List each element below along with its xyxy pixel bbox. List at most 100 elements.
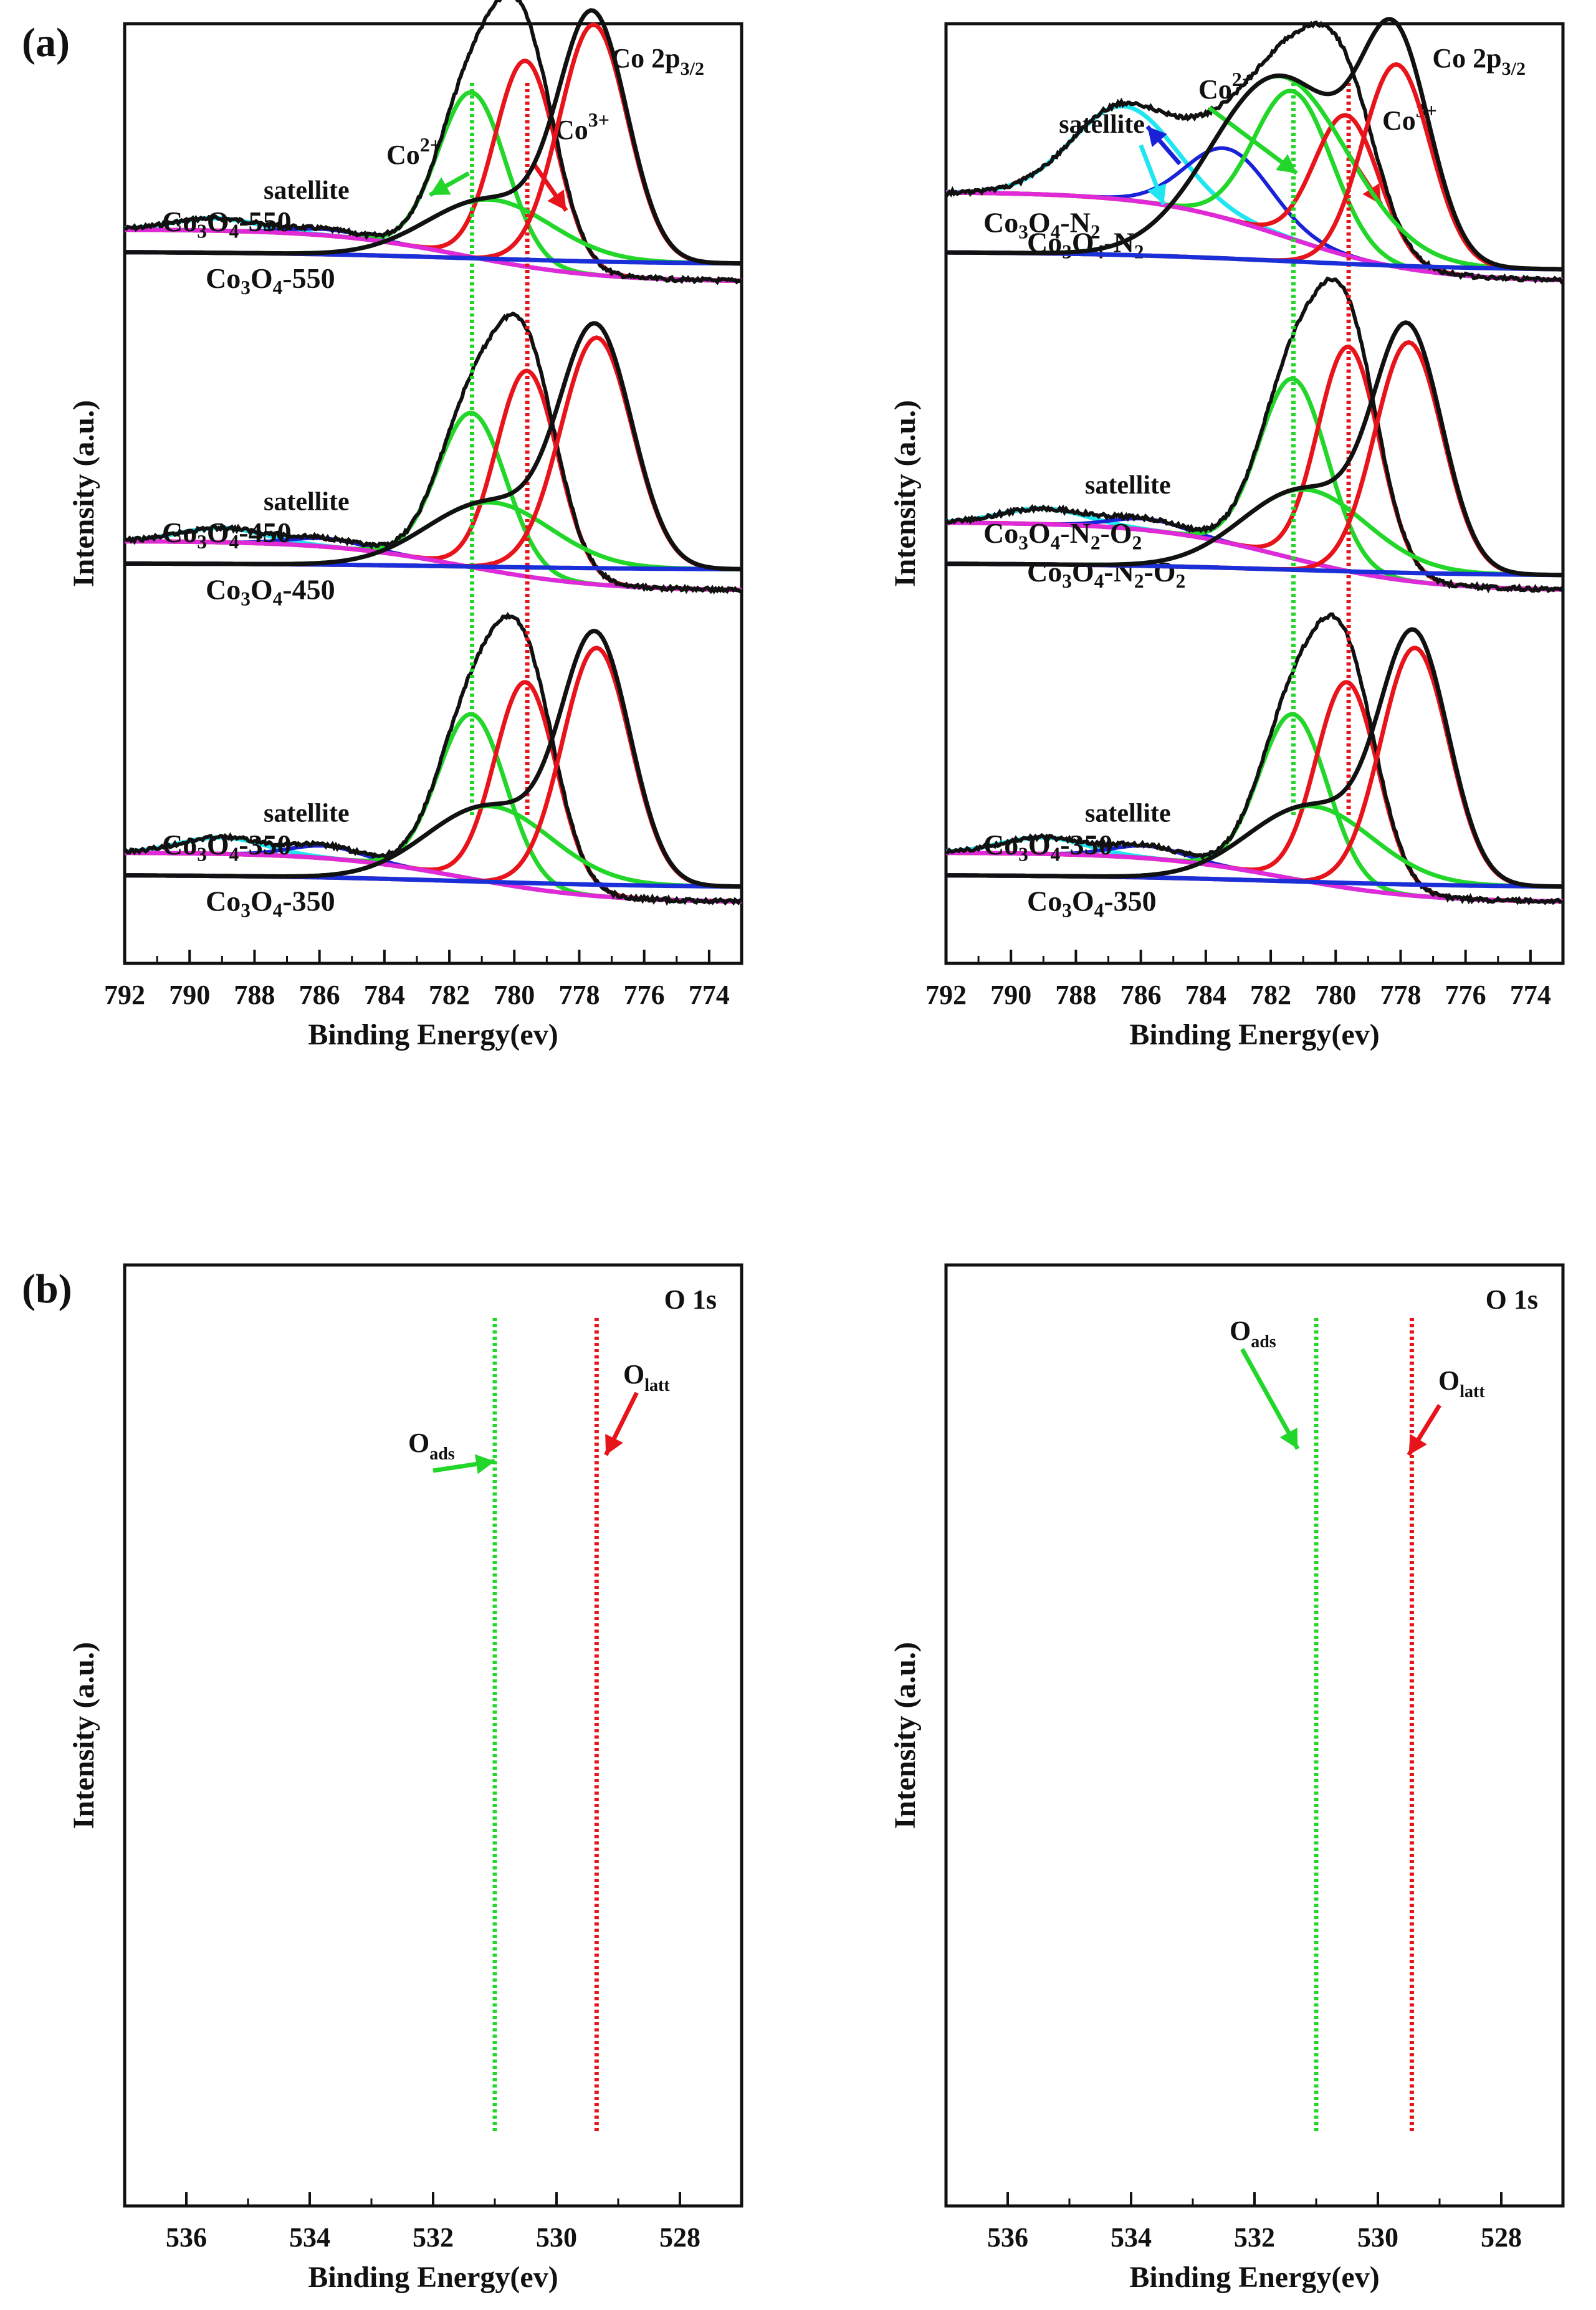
label-subscript: 4 xyxy=(1094,570,1104,592)
sample-label: Co3O4-550 xyxy=(162,206,292,242)
co2-arrow-head xyxy=(429,177,451,195)
x-tick-label: 792 xyxy=(925,980,967,1010)
title-subscript: 3/2 xyxy=(681,59,704,79)
x-tick-label: 774 xyxy=(689,980,730,1010)
label-part: O xyxy=(207,829,229,861)
label-subscript: 3 xyxy=(1018,221,1028,242)
label-part: -350 xyxy=(1060,829,1112,861)
satellite-a-arrow-head xyxy=(1147,183,1167,204)
satellite-label: satellite xyxy=(264,488,350,517)
label-part: -N xyxy=(1104,556,1134,588)
label-subscript: 3 xyxy=(197,843,207,865)
label-part: -350 xyxy=(282,885,335,917)
plot-frame xyxy=(944,22,1565,965)
sample-label: Co3O4-350 xyxy=(162,829,292,865)
label-part: -350 xyxy=(1104,885,1156,917)
label-subscript: 4 xyxy=(1094,241,1104,263)
satellite-label: satellite xyxy=(1059,110,1145,139)
envelope-line xyxy=(946,17,1564,272)
co3-annotation-main: Co xyxy=(1382,105,1416,136)
x-tick-label: 778 xyxy=(558,980,600,1010)
x-axis-label: Binding Energy(ev) xyxy=(1129,1018,1379,1051)
chart-b-right: 536 534 532 530 528 Binding Energy(ev) Intensi… xyxy=(889,17,1565,2294)
label-part: -550 xyxy=(239,206,291,237)
co3-arrow-head xyxy=(547,189,566,211)
envelope-line xyxy=(125,321,742,571)
envelope-line xyxy=(123,312,743,594)
x-tick-label: 534 xyxy=(1111,2222,1152,2253)
x-tick-label: 536 xyxy=(987,2222,1028,2253)
oads-arrow-line xyxy=(1240,1348,1300,1450)
x-tick-label: 530 xyxy=(536,2222,577,2253)
label-part: Co xyxy=(162,829,197,861)
x-tick-label: 788 xyxy=(1055,980,1096,1010)
x-tick-label: 782 xyxy=(429,980,470,1010)
label-subscript: 2 xyxy=(1091,221,1101,242)
olatt-annotation: Olatt xyxy=(1438,1365,1485,1401)
plot-frame xyxy=(944,1263,1565,2208)
sample-label: Co3O4-450 xyxy=(162,517,292,553)
label-subscript: 2 xyxy=(1134,570,1144,592)
label-subscript: 2 xyxy=(1134,241,1144,263)
x-tick-label: 788 xyxy=(234,980,275,1010)
olatt-annotation-main: O xyxy=(623,1359,644,1390)
oads-annotation-main: O xyxy=(1230,1315,1251,1346)
label-subscript: 4 xyxy=(1094,900,1104,922)
chart-b-left: 536 534 532 530 528 Binding Energy(ev) Intensi… xyxy=(67,8,743,2294)
x-tick-label: 780 xyxy=(1315,980,1356,1010)
label-part: O xyxy=(1072,556,1094,588)
x-tick-label: 532 xyxy=(413,2222,454,2253)
x-tick-label: 528 xyxy=(659,2222,700,2253)
olatt-annotation: Olatt xyxy=(623,1359,670,1395)
oads-arrow-head xyxy=(1279,1428,1298,1449)
oads-annotation: Oads xyxy=(408,1428,455,1464)
envelope-line xyxy=(125,8,742,266)
co3-annotation: Co3+ xyxy=(555,108,609,145)
x-axis-label: Binding Energy(ev) xyxy=(308,1018,558,1051)
label-part: O xyxy=(207,206,229,237)
x-axis-label: Binding Energy(ev) xyxy=(308,2261,558,2294)
label-part: -450 xyxy=(239,517,291,548)
spectrum-0: Co3O4-N2 xyxy=(946,17,1564,272)
label-subscript: 4 xyxy=(1051,843,1061,865)
sample-label: Co3O4-350 xyxy=(1027,885,1157,922)
x-tick-label: 778 xyxy=(1380,980,1421,1010)
label-part: -450 xyxy=(282,574,335,606)
label-subscript: 4 xyxy=(229,531,239,553)
label-part: O xyxy=(207,517,229,548)
oads-annotation-sub: ads xyxy=(1251,1332,1276,1352)
envelope-line xyxy=(124,0,743,285)
plot-frame xyxy=(123,22,743,965)
envelope-line xyxy=(125,628,742,889)
sample-label: Co3O4-450 xyxy=(206,574,335,610)
label-part: Co xyxy=(206,885,241,917)
x-tick-label: 782 xyxy=(1250,980,1291,1010)
co2-annotation-main: Co xyxy=(386,140,420,170)
spectrum-1: Co3O4-N2-O2 xyxy=(946,320,1563,578)
co3-peak xyxy=(946,345,1563,592)
x-tick-label: 790 xyxy=(990,980,1031,1010)
satellite-label: satellite xyxy=(264,176,350,205)
label-subscript: 2 xyxy=(1132,532,1142,553)
label-part: Co xyxy=(1027,885,1062,917)
label-part: -550 xyxy=(282,262,335,294)
oads-annotation: Oads xyxy=(1230,1315,1276,1352)
x-tick-label: 774 xyxy=(1510,980,1551,1010)
olatt-arrow-head xyxy=(1408,1434,1427,1455)
x-tick-label: 776 xyxy=(624,980,665,1010)
satellite-label: satellite xyxy=(1085,471,1171,500)
panel-label-b: (b) xyxy=(22,1266,72,1312)
satellite-label: satellite xyxy=(1085,799,1171,828)
olatt-arrow-head xyxy=(605,1434,623,1455)
x-tick-label: 530 xyxy=(1357,2222,1398,2253)
x-axis-label: Binding Energy(ev) xyxy=(1129,2261,1379,2294)
title-main: Co 2p xyxy=(1432,43,1501,74)
x-tick-label: 786 xyxy=(1121,980,1162,1010)
co2-annotation-sup: 2+ xyxy=(1232,68,1253,90)
x-tick-label: 784 xyxy=(364,980,405,1010)
label-part: -350 xyxy=(239,829,291,861)
label-part: O xyxy=(1072,885,1094,917)
